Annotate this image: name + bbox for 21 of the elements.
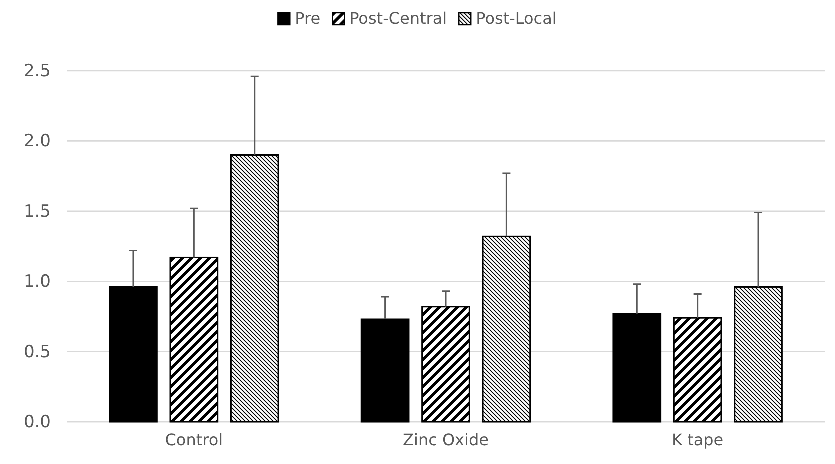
y-tick-label: 1.5 <box>24 202 51 222</box>
bar <box>612 313 662 423</box>
bar <box>170 256 219 423</box>
y-tick-label: 2.0 <box>24 132 51 152</box>
y-tick-label: 2.5 <box>24 61 51 82</box>
bar <box>360 318 410 423</box>
bar <box>482 236 532 423</box>
bar <box>422 306 470 423</box>
legend-label: Post-Local <box>476 9 557 28</box>
y-tick-label: 0.5 <box>24 342 51 362</box>
x-tick-label: K tape <box>672 430 724 450</box>
bar <box>230 154 280 423</box>
legend-label: Pre <box>295 9 321 28</box>
legend-label: Post-Central <box>350 9 448 28</box>
x-tick-label: Zinc Oxide <box>403 430 489 450</box>
bar <box>109 286 158 423</box>
bar <box>734 286 783 423</box>
bar <box>673 317 722 423</box>
x-tick-label: Control <box>165 430 224 450</box>
y-tick-label: 0.0 <box>24 412 51 432</box>
y-tick-label: 1.0 <box>24 272 51 292</box>
